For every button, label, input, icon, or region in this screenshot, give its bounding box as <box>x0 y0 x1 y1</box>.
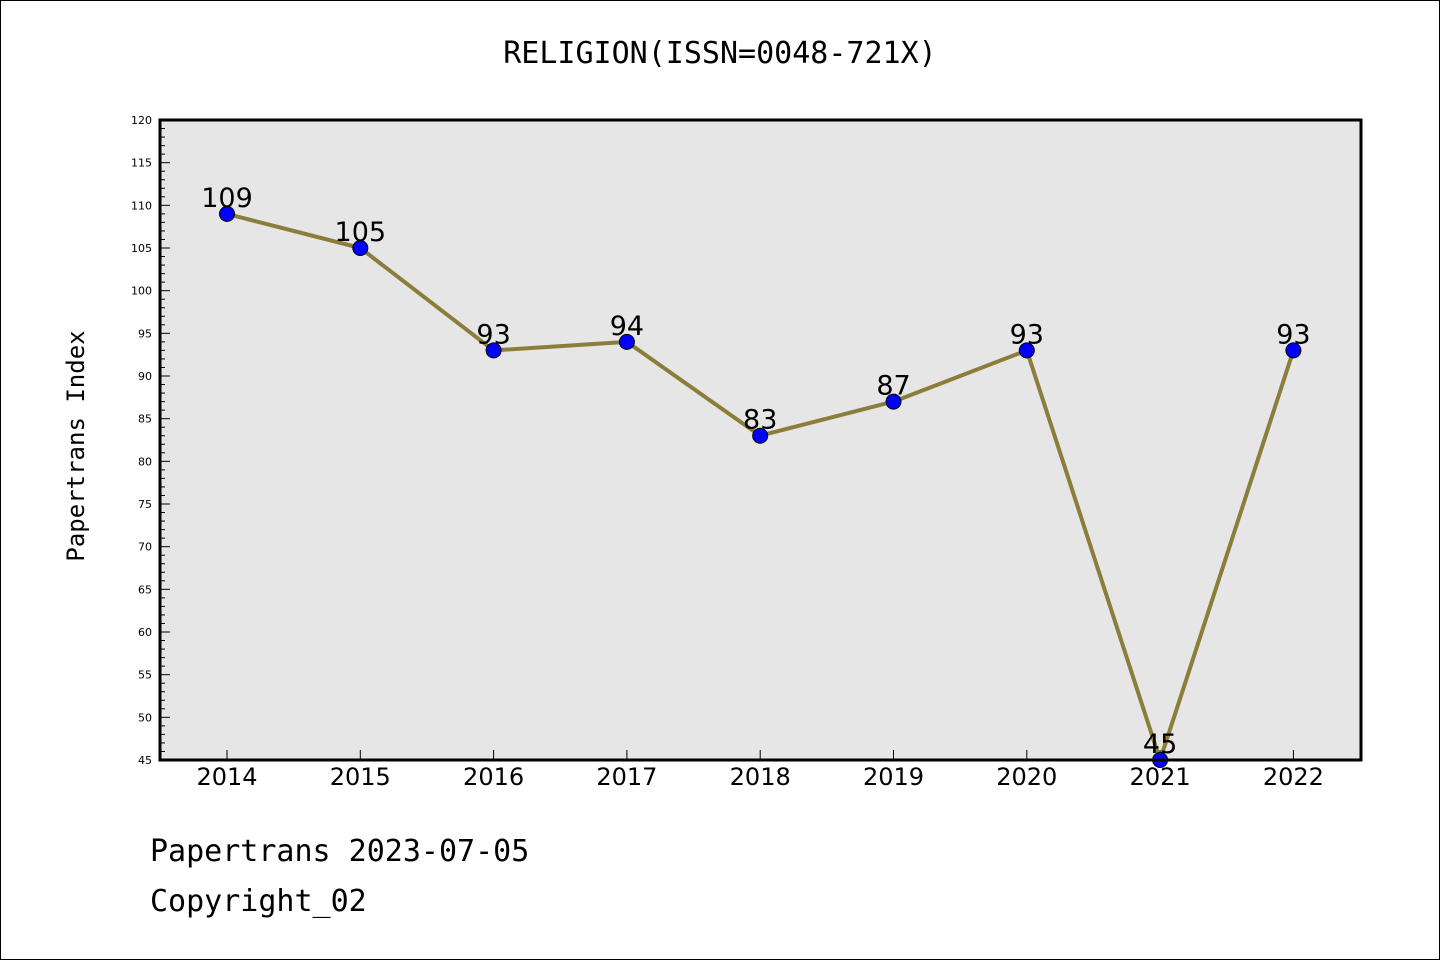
data-point <box>352 240 369 256</box>
data-label: 93 <box>1276 319 1310 350</box>
data-point <box>618 333 635 350</box>
x-tick-label: 2017 <box>596 763 657 791</box>
x-tick-label: 2018 <box>730 763 791 791</box>
y-tick-label: 90 <box>138 370 152 383</box>
data-label: 45 <box>1143 729 1177 760</box>
data-label: 83 <box>743 405 777 436</box>
data-point <box>752 427 769 444</box>
y-axis-title: Papertrans Index <box>62 330 90 561</box>
y-tick-label: 60 <box>138 626 152 639</box>
y-tick-label: 120 <box>131 114 152 127</box>
y-tick-label: 45 <box>138 754 152 767</box>
x-tick-label: 2019 <box>863 763 924 791</box>
y-tick-label: 55 <box>138 669 152 682</box>
data-point <box>885 393 902 410</box>
y-tick-label: 105 <box>131 242 152 255</box>
y-tick-label: 70 <box>138 541 152 554</box>
x-tick-label: 2014 <box>196 763 257 791</box>
y-tick-label: 95 <box>138 327 152 340</box>
data-label: 87 <box>876 371 910 402</box>
data-label: 109 <box>201 183 253 214</box>
y-tick-label: 50 <box>138 711 152 724</box>
y-tick-label: 100 <box>131 285 152 298</box>
y-tick-label: 65 <box>138 583 152 596</box>
chart-title: RELIGION(ISSN=0048-721X) <box>503 36 937 71</box>
plot-border <box>158 118 1363 762</box>
data-point <box>485 342 502 359</box>
data-point <box>219 205 235 222</box>
x-tick-label: 2016 <box>463 763 524 791</box>
data-label: 94 <box>610 311 644 342</box>
footer-date: Papertrans 2023-07-05 <box>150 834 530 869</box>
data-label: 93 <box>476 319 510 350</box>
y-tick-label: 110 <box>131 199 152 212</box>
data-labels: 109 105 93 94 83 87 93 45 93 <box>201 183 1310 760</box>
y-tick-label: 115 <box>131 157 152 170</box>
x-tick-label: 2020 <box>996 763 1057 791</box>
data-point <box>1018 342 1035 359</box>
x-tick-label: 2022 <box>1263 763 1324 791</box>
data-label: 105 <box>335 217 387 248</box>
data-point <box>1285 342 1302 359</box>
data-label: 93 <box>1010 319 1044 350</box>
x-axis: 2014 2015 2016 2017 2018 2019 2020 2021 2022 <box>196 750 1324 791</box>
x-tick-label: 2015 <box>330 763 391 791</box>
data-markers <box>219 205 1302 768</box>
footer-copyright: Copyright_02 <box>150 884 367 919</box>
y-tick-label: 85 <box>138 413 152 426</box>
y-tick-label: 80 <box>138 455 152 468</box>
y-tick-label: 75 <box>138 498 152 511</box>
